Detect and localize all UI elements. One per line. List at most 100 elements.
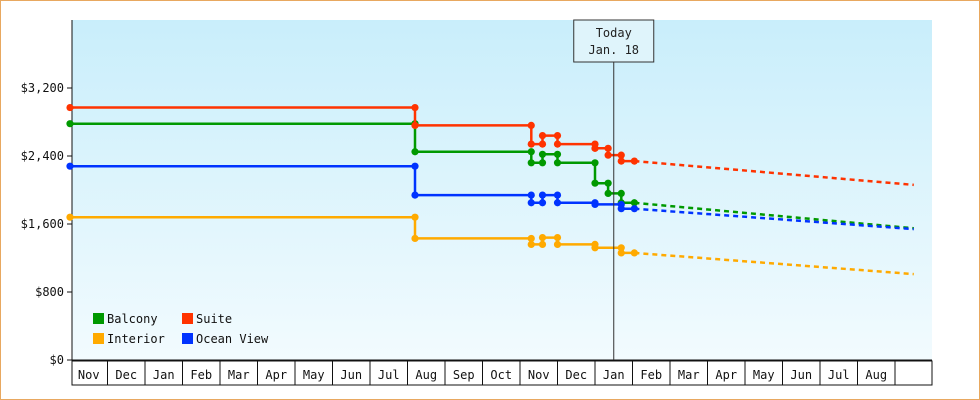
data-point <box>411 103 419 112</box>
x-tick-label: Jul <box>828 368 850 382</box>
data-point <box>538 234 547 242</box>
data-point <box>604 151 612 159</box>
forecast-line <box>634 159 914 187</box>
data-point <box>538 150 547 158</box>
today-date: Jan. 18 <box>588 43 639 57</box>
data-point <box>527 199 535 207</box>
data-point <box>411 121 419 129</box>
data-point <box>617 249 625 257</box>
legend-label: Balcony <box>107 312 158 326</box>
y-tick-label: $1,600 <box>21 217 64 231</box>
x-tick-label: Nov <box>528 368 550 382</box>
data-point <box>553 150 562 158</box>
data-point <box>591 200 599 209</box>
forecast-line <box>634 201 914 230</box>
series-line <box>70 122 635 205</box>
plot-area <box>72 20 932 360</box>
y-tick-label: $2,400 <box>21 149 64 163</box>
forecast-line <box>634 251 914 276</box>
data-point <box>630 199 638 207</box>
data-point <box>411 213 419 221</box>
data-point <box>604 189 612 197</box>
data-point <box>538 191 547 199</box>
data-point <box>527 234 535 243</box>
data-point <box>630 205 638 213</box>
legend-swatch <box>93 333 104 344</box>
x-tick-label: Apr <box>715 368 737 382</box>
legend-swatch <box>182 333 193 344</box>
x-tick-label: Jun <box>790 368 812 382</box>
data-point <box>591 159 599 167</box>
data-point <box>411 148 419 156</box>
legend-swatch <box>93 313 104 324</box>
data-point <box>591 244 599 252</box>
x-tick-label: Mar <box>228 368 250 382</box>
x-tick-label: Oct <box>490 368 512 382</box>
data-point <box>538 159 547 167</box>
y-tick-label: $3,200 <box>21 81 64 95</box>
data-point <box>591 144 599 152</box>
data-point <box>553 199 562 207</box>
data-point <box>66 162 74 170</box>
x-tick-label: Jan <box>153 368 175 382</box>
x-tick-label: Nov <box>78 368 100 382</box>
x-tick-label: Sep <box>453 368 475 382</box>
data-point <box>411 234 419 243</box>
data-point <box>617 205 625 213</box>
data-point <box>527 240 535 248</box>
legend-swatch <box>182 313 193 324</box>
data-point <box>527 121 535 129</box>
series-line <box>70 164 635 210</box>
data-point <box>617 189 625 197</box>
data-point <box>553 140 562 148</box>
data-point <box>553 234 562 242</box>
data-point <box>604 179 612 187</box>
data-point <box>66 213 74 221</box>
x-tick-label: Dec <box>565 368 587 382</box>
x-tick-label: Aug <box>865 368 887 382</box>
x-tick-label: May <box>303 368 325 382</box>
data-point <box>591 179 599 187</box>
data-point <box>630 157 638 165</box>
data-point <box>617 157 625 165</box>
data-point <box>630 249 638 257</box>
data-point <box>411 191 419 199</box>
legend-label: Suite <box>196 312 232 326</box>
x-tick-label: Apr <box>265 368 287 382</box>
x-tick-label: Aug <box>415 368 437 382</box>
data-point <box>538 140 547 148</box>
data-point <box>527 191 535 199</box>
data-point <box>617 151 625 159</box>
y-tick-label: $800 <box>35 285 64 299</box>
legend-label: Interior <box>107 332 165 346</box>
x-tick-label: Jul <box>378 368 400 382</box>
data-point <box>604 144 612 152</box>
data-point <box>538 132 547 140</box>
y-tick-label: $0 <box>50 353 64 367</box>
series-line <box>70 106 635 163</box>
today-box <box>573 19 655 63</box>
x-tick-label: Feb <box>190 368 212 382</box>
data-point <box>411 162 419 170</box>
data-point <box>617 244 625 252</box>
data-point <box>66 103 74 112</box>
x-tick-label: Jan <box>603 368 625 382</box>
data-point <box>66 120 74 128</box>
legend-label: Ocean View <box>196 332 269 346</box>
forecast-line <box>634 207 914 231</box>
data-point <box>538 240 547 248</box>
series-line <box>70 215 635 255</box>
today-label: Today <box>596 26 632 40</box>
x-tick-label: Jun <box>340 368 362 382</box>
x-tick-label: Mar <box>678 368 700 382</box>
data-point <box>553 132 562 140</box>
data-point <box>527 159 535 167</box>
data-point <box>553 240 562 248</box>
x-tick-label: Feb <box>640 368 662 382</box>
data-point <box>553 191 562 199</box>
x-tick-label: Dec <box>115 368 137 382</box>
data-point <box>538 199 547 207</box>
data-point <box>527 148 535 156</box>
x-axis-box <box>71 360 933 386</box>
